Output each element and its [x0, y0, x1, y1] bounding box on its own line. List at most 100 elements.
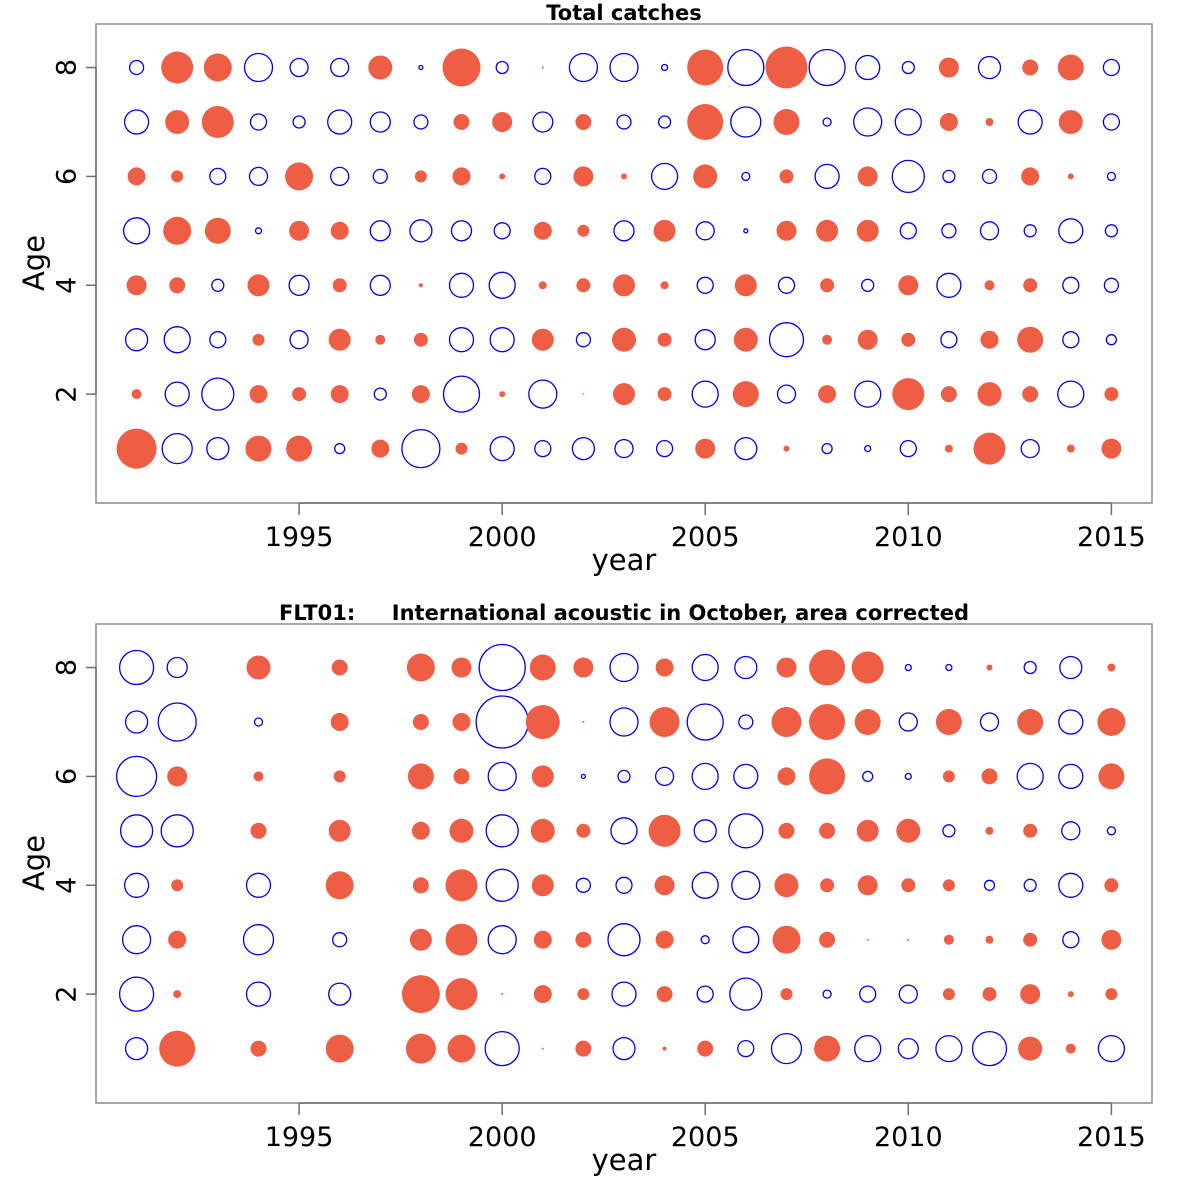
- bubble-negative: [898, 712, 918, 732]
- bubble-positive: [246, 655, 271, 680]
- bubble-negative: [822, 989, 832, 999]
- bubble-positive: [131, 389, 142, 400]
- bubbles-layer: [115, 643, 1126, 1067]
- bubble-positive: [401, 975, 440, 1014]
- bubble-positive: [779, 169, 794, 184]
- bubble-positive: [944, 444, 953, 453]
- x-axis-label: year: [592, 543, 657, 577]
- bubble-positive: [292, 387, 307, 402]
- bubble-positive: [765, 46, 808, 89]
- bubble-negative: [1062, 331, 1080, 349]
- bubble-positive: [409, 928, 432, 951]
- bubble-negative: [611, 981, 637, 1007]
- bubble-negative: [650, 162, 679, 191]
- bubble-negative: [209, 331, 227, 349]
- bubble-negative: [1097, 1034, 1126, 1063]
- bubble-positive: [613, 274, 635, 297]
- bubble-positive: [818, 385, 837, 404]
- bubble-negative: [1062, 931, 1080, 949]
- bubble-positive: [654, 875, 675, 896]
- y-tick-label: 2: [52, 386, 83, 403]
- bubble-positive: [778, 822, 795, 839]
- bubble-negative: [941, 223, 957, 239]
- bubble-negative: [327, 109, 353, 135]
- x-tick-label: 1995: [265, 522, 334, 553]
- bubble-positive: [499, 173, 506, 180]
- bubble-negative: [768, 322, 805, 358]
- bubble-positive: [325, 871, 354, 900]
- x-axis: 1995 2000 2005 2010 2015: [265, 502, 1146, 553]
- bubble-positive: [407, 763, 434, 790]
- bubble-positive: [530, 818, 555, 843]
- bubble-negative: [617, 769, 631, 784]
- bubble-positive: [413, 332, 428, 347]
- y-tick-label: 4: [52, 877, 83, 894]
- bubble-negative: [448, 327, 475, 353]
- bubble-positive: [168, 930, 187, 949]
- bubble-negative: [118, 976, 155, 1012]
- bubble-negative: [613, 220, 635, 242]
- bubble-negative: [654, 766, 675, 787]
- bubble-negative: [334, 442, 346, 455]
- bubble-positive: [286, 435, 313, 462]
- bubble-positive: [851, 651, 884, 684]
- bubble-positive: [531, 874, 554, 897]
- bubble-positive: [163, 216, 192, 245]
- bubble-positive: [331, 659, 348, 676]
- bubble-positive: [1023, 823, 1038, 838]
- bubble-positive: [169, 277, 186, 294]
- bubble-positive: [857, 875, 878, 896]
- bubble-positive: [333, 770, 346, 783]
- bubble-negative: [487, 925, 517, 955]
- bubble-negative: [899, 222, 917, 240]
- bubble-positive: [820, 278, 835, 293]
- bubble-positive: [687, 104, 724, 140]
- bubble-negative: [487, 761, 517, 792]
- bubble-negative: [254, 227, 263, 235]
- y-axis: 2 4 6 8: [52, 659, 97, 1003]
- bubble-positive: [660, 281, 669, 290]
- bubble-negative: [734, 436, 758, 461]
- bubble-negative: [732, 926, 760, 954]
- bubble-negative: [163, 326, 191, 354]
- bubble-negative: [983, 879, 996, 891]
- bubble-negative: [160, 814, 194, 848]
- bubble-positive: [901, 878, 916, 893]
- bubble-negative: [696, 985, 714, 1003]
- bubble-positive: [252, 333, 265, 346]
- bubble-negative: [332, 932, 348, 948]
- bubble-positive: [247, 274, 270, 297]
- y-tick-label: 8: [52, 659, 83, 676]
- bubble-negative: [209, 167, 227, 186]
- bubble-negative: [493, 222, 511, 240]
- bubble-positive: [245, 435, 272, 462]
- bubble-positive: [986, 664, 993, 671]
- panel-title: FLT01: International acoustic in October…: [279, 601, 969, 625]
- y-tick-label: 2: [52, 986, 83, 1003]
- bubble-negative: [693, 819, 717, 843]
- bubble-positive: [854, 709, 881, 735]
- bubble-positive: [575, 931, 592, 948]
- bubble-negative: [899, 439, 917, 458]
- bubble-negative: [201, 377, 235, 411]
- bubble-negative: [777, 276, 796, 294]
- bubble-positive: [171, 170, 184, 183]
- bubble-negative: [580, 773, 587, 780]
- bubble-negative: [691, 871, 719, 899]
- bubble-negative: [249, 113, 268, 131]
- bubble-negative: [118, 649, 155, 686]
- bubble-positive: [405, 1033, 436, 1064]
- bubble-negative: [401, 428, 441, 469]
- bubble-negative: [741, 171, 751, 182]
- bubble-negative: [121, 925, 152, 955]
- bubble-negative: [1017, 109, 1043, 135]
- bubble-positive: [412, 714, 429, 730]
- bubble-negative: [1102, 113, 1121, 131]
- bubble-positive: [901, 332, 916, 347]
- bubble-negative: [981, 168, 998, 185]
- bubble-positive: [414, 170, 427, 183]
- bubble-positive: [732, 381, 759, 408]
- bubble-positive: [1097, 708, 1126, 736]
- bubble-positive: [819, 931, 836, 948]
- bubble-negative: [328, 982, 352, 1006]
